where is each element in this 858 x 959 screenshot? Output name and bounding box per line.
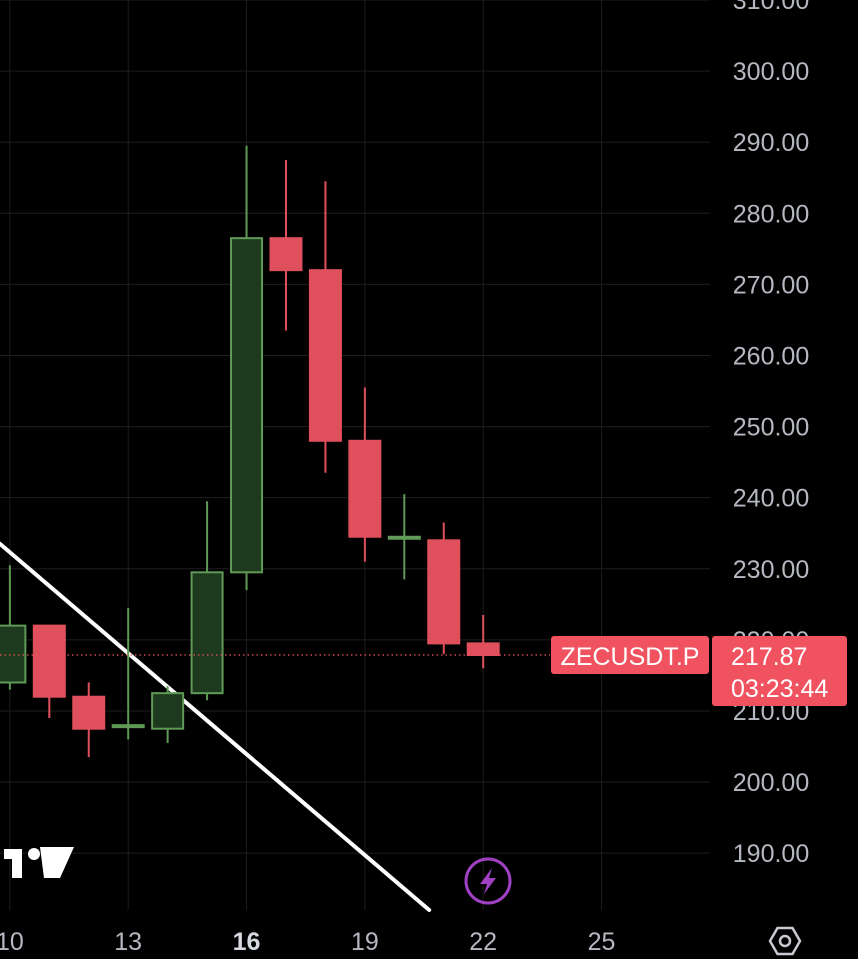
candle-body <box>190 571 224 695</box>
candle-body <box>72 695 106 730</box>
candle-body <box>348 439 382 538</box>
y-tick-label: 250.00 <box>733 414 809 442</box>
candles-layer <box>0 145 500 758</box>
candle-bullish[interactable] <box>151 686 185 743</box>
candle-bullish[interactable] <box>230 145 264 591</box>
candle-body <box>427 539 461 645</box>
candle-body <box>308 269 342 442</box>
price-axis[interactable]: 190.00200.00210.00220.00230.00240.00250.… <box>733 0 809 868</box>
candle-bullish[interactable] <box>0 565 27 690</box>
symbol-label: ZECUSDT.P <box>561 643 700 671</box>
last-price-label: 217.87 <box>731 643 807 671</box>
x-tick-label: 22 <box>469 928 497 956</box>
candle-body <box>32 624 66 698</box>
lightning-icon[interactable] <box>464 857 512 905</box>
y-tick-label: 190.00 <box>733 840 809 868</box>
y-tick-label: 260.00 <box>733 342 809 370</box>
symbol-tag: ZECUSDT.P <box>551 636 709 674</box>
candle-bullish[interactable] <box>111 607 145 740</box>
candle-body <box>0 624 27 684</box>
x-tick-label: 13 <box>114 928 142 956</box>
countdown-label: 03:23:44 <box>731 675 828 703</box>
candle-body <box>387 535 421 540</box>
candle-bearish[interactable] <box>427 522 461 655</box>
price-tag: 217.87 03:23:44 <box>712 636 847 706</box>
trendline-layer <box>0 541 432 912</box>
y-tick-label: 300.00 <box>733 58 809 86</box>
y-tick-label: 240.00 <box>733 485 809 513</box>
y-tick-label: 290.00 <box>733 129 809 157</box>
time-axis[interactable]: 10 13 16 19 22 25 <box>0 928 615 956</box>
candle-bearish[interactable] <box>308 181 342 473</box>
candle-bearish[interactable] <box>348 387 382 562</box>
candle-bullish[interactable] <box>190 501 224 701</box>
candle-body <box>230 237 264 574</box>
grid-lines <box>0 0 710 910</box>
settings-hexagon-icon[interactable] <box>768 926 802 956</box>
y-tick-label: 310.00 <box>733 0 809 15</box>
candle-bearish[interactable] <box>72 682 106 758</box>
candle-bearish[interactable] <box>32 624 66 719</box>
x-tick-label: 25 <box>588 928 616 956</box>
trendline[interactable] <box>0 541 432 912</box>
candle-bearish[interactable] <box>269 159 303 331</box>
candle-body <box>269 237 303 272</box>
candle-bearish[interactable] <box>466 614 500 669</box>
tradingview-logo[interactable] <box>4 847 74 878</box>
y-tick-label: 230.00 <box>733 556 809 584</box>
candle-bullish[interactable] <box>387 494 421 580</box>
y-tick-label: 270.00 <box>733 271 809 299</box>
candle-body <box>151 692 185 730</box>
x-tick-label: 16 <box>233 928 261 956</box>
x-tick-label: 10 <box>0 928 24 956</box>
y-tick-label: 280.00 <box>733 200 809 228</box>
y-tick-label: 200.00 <box>733 769 809 797</box>
x-tick-label: 19 <box>351 928 379 956</box>
candle-body <box>466 642 500 656</box>
candle-body <box>111 724 145 729</box>
